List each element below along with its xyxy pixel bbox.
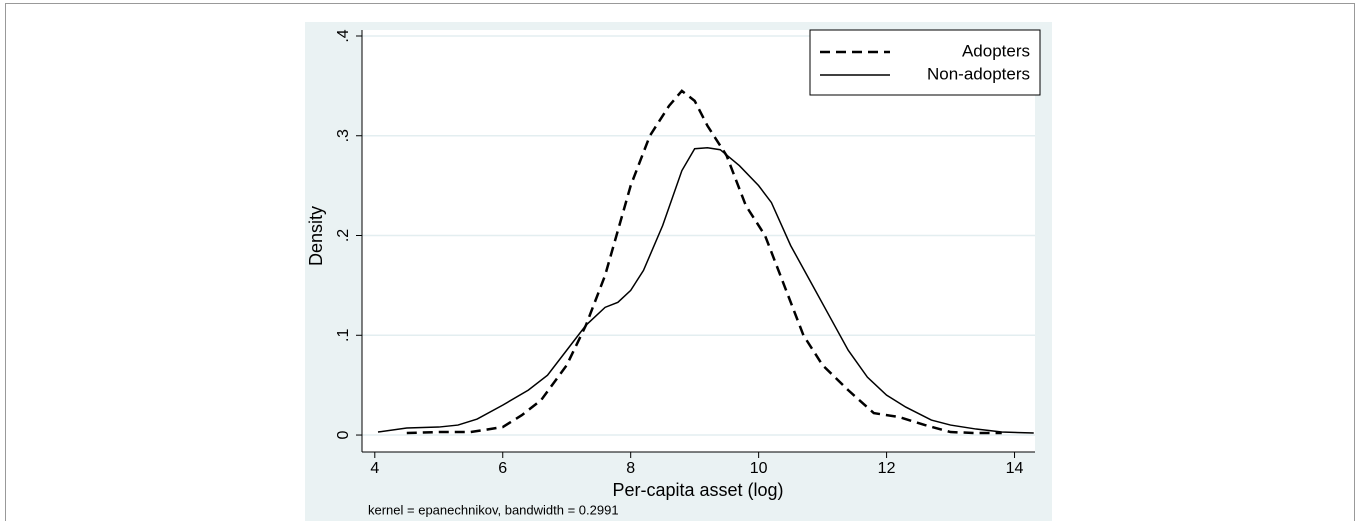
plot-region: [362, 30, 1035, 452]
x-tick-label: 12: [878, 460, 896, 477]
note: kernel = epanechnikov, bandwidth = 0.299…: [368, 502, 619, 517]
y-tick-label: 0: [335, 430, 352, 439]
density-line: [377, 146, 1034, 434]
x-tick-label: 6: [498, 460, 507, 477]
y-axis-title: Density: [306, 206, 326, 266]
y-tick-label: .2: [335, 229, 352, 242]
x-axis-title: Per-capita asset (log): [612, 480, 783, 500]
x-tick-label: 14: [1006, 460, 1024, 477]
y-tick-label: .4: [335, 29, 352, 42]
density-line: [406, 89, 1002, 435]
x-tick-label: 8: [626, 460, 635, 477]
legend-label: Adopters: [962, 41, 1030, 60]
x-tick-label: 4: [370, 460, 379, 477]
legend-label: Non-adopters: [927, 64, 1030, 83]
legend-box: [809, 29, 1041, 96]
x-tick-label: 10: [750, 460, 768, 477]
y-tick-label: .3: [335, 129, 352, 142]
y-tick-label: .1: [335, 329, 352, 342]
